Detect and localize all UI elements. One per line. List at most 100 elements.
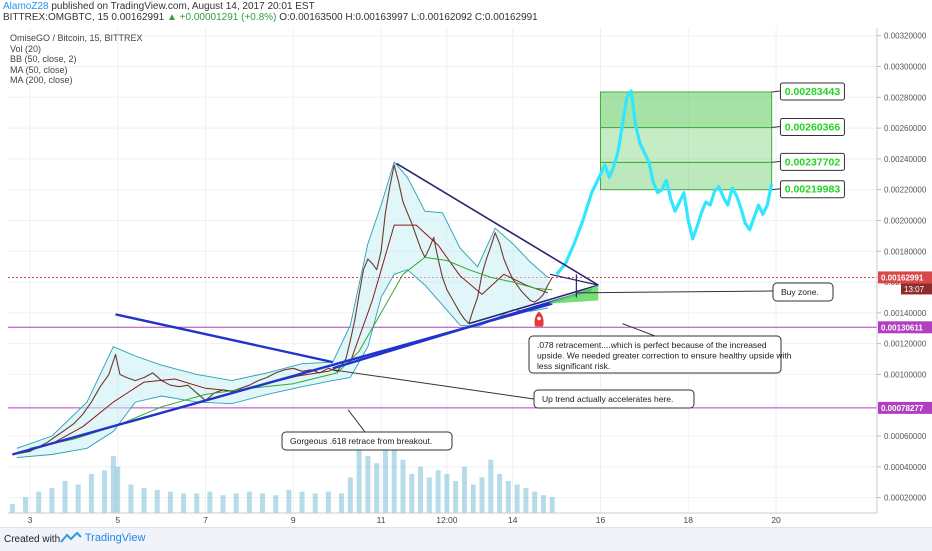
volume-bar xyxy=(444,473,450,513)
volume-bar xyxy=(356,445,362,513)
volume-bar xyxy=(532,491,538,513)
level-tag-label-support: 0.00078277 xyxy=(881,404,924,413)
price-axis-panel xyxy=(877,28,932,513)
annotation-text: Gorgeous .618 retrace from breakout. xyxy=(290,436,432,446)
volume-bar xyxy=(549,497,555,513)
volume-bar xyxy=(391,434,397,513)
volume-bar xyxy=(233,493,239,513)
volume-bar xyxy=(470,484,476,513)
annotation-leader xyxy=(622,323,656,337)
target-leader xyxy=(771,90,781,93)
time-tick-label: 7 xyxy=(203,515,208,525)
target-zones: 0.00283443 0.00260366 0.00237702 0.00219983 xyxy=(600,82,845,199)
chart-header: AlamoZ28 published on TradingView.com, A… xyxy=(0,0,932,24)
price-tick-label: 0.00200000 xyxy=(884,216,927,225)
price-tick-label: 0.00060000 xyxy=(884,432,927,441)
volume-bar xyxy=(207,491,213,513)
legend-indicator-volume[interactable]: Vol (20) xyxy=(10,43,42,54)
author-name[interactable]: AlamoZ28 xyxy=(3,1,49,12)
trendline-descending-resistance-1 xyxy=(115,313,334,364)
price-tick-label: 0.00300000 xyxy=(884,62,927,71)
annotation-text: .078 retracement....which is perfect bec… xyxy=(537,340,792,371)
price-tick-label: 0.00120000 xyxy=(884,340,927,349)
price-tick-label: 0.00220000 xyxy=(884,186,927,195)
volume-bar xyxy=(418,466,424,513)
legend-indicator-ma200[interactable]: MA (200, close) xyxy=(10,75,73,85)
level-countdown-tag xyxy=(901,283,932,295)
last-price: 0.00162991 xyxy=(111,12,165,23)
target-leader xyxy=(771,188,781,191)
volume-bar xyxy=(488,459,494,513)
level-tag-current xyxy=(878,271,932,284)
volume-bar xyxy=(514,484,520,513)
price-tick-label: 0.00180000 xyxy=(884,247,927,256)
annotations: Buy zone. .078 retracement....which is pe… xyxy=(281,282,834,451)
annotation-box xyxy=(533,389,695,409)
volume-bar xyxy=(409,473,415,513)
price-tick-label: 0.00040000 xyxy=(884,463,927,472)
volume-bar xyxy=(23,497,29,513)
time-tick-label: 9 xyxy=(291,515,296,525)
volume-bar xyxy=(299,491,305,513)
volume-bar xyxy=(347,477,353,513)
volume-bar xyxy=(400,459,406,513)
price-tick-label: 0.00140000 xyxy=(884,309,927,318)
tradingview-brand[interactable]: TradingView xyxy=(60,532,145,544)
ohlc-values: O:0.00163500 H:0.00163997 L:0.00162092 C… xyxy=(279,12,538,23)
volume-bar xyxy=(115,466,121,513)
legend-indicator-ma50[interactable]: MA (50, close) xyxy=(10,64,68,75)
time-tick-label: 18 xyxy=(684,515,694,525)
volume-bar xyxy=(382,438,388,513)
axes: 0.00320000 0.00300000 0.00280000 0.00260000… xyxy=(8,28,932,525)
annotation-leader xyxy=(332,369,535,400)
price-line xyxy=(12,164,553,456)
annotation-box xyxy=(281,431,453,451)
volume-bar xyxy=(339,493,345,513)
volume-bar xyxy=(260,493,266,513)
target-label: 0.00260366 xyxy=(785,122,841,134)
target-label-box xyxy=(779,118,845,137)
rocket-window xyxy=(537,316,541,321)
bollinger-lower xyxy=(16,269,548,459)
legend-title[interactable]: OmiseGO / Bitcoin, 15, BITTREX xyxy=(10,33,143,43)
level-tag-label-current: 0.00162991 xyxy=(881,273,924,282)
volume-bar xyxy=(49,488,55,513)
level-tag-support xyxy=(878,401,932,414)
target-label-box xyxy=(779,180,845,199)
time-tick-label: 14 xyxy=(508,515,518,525)
volume-bar xyxy=(9,504,15,513)
tradingview-brand-label: TradingView xyxy=(84,532,146,544)
price-tick-label: 0.00280000 xyxy=(884,93,927,102)
volume-bar xyxy=(426,477,432,513)
volume-bar xyxy=(286,489,292,513)
bollinger-fill xyxy=(16,162,548,458)
target-leader xyxy=(771,126,781,129)
volume-bar xyxy=(497,473,503,513)
trendline-lower-wedge xyxy=(332,288,593,370)
annotation-leader xyxy=(347,409,366,433)
volume-bar xyxy=(312,493,318,513)
created-with-text: Created with xyxy=(4,534,61,545)
volume-bar xyxy=(453,481,459,513)
volume-bar xyxy=(505,481,511,513)
price-change: ▲ +0.00001291 (+0.8%) xyxy=(166,12,277,23)
volume-bar xyxy=(461,466,467,513)
price-chart[interactable]: 0.00283443 0.00260366 0.00237702 0.00219983… xyxy=(0,0,932,527)
volume-bar xyxy=(128,484,134,513)
published-text: published on TradingView.com, August 14,… xyxy=(51,1,315,12)
level-countdown-label: 13:07 xyxy=(904,285,925,294)
level-tag-resistance xyxy=(878,321,932,334)
volume-bar xyxy=(154,489,160,513)
level-tag-label-resistance: 0.00130611 xyxy=(881,323,923,332)
chart-legend: OmiseGO / Bitcoin, 15, BITTREX Vol (20) … xyxy=(10,33,143,86)
horizontal-levels xyxy=(8,276,877,409)
volume-bar xyxy=(365,456,371,513)
time-tick-label: 16 xyxy=(596,515,606,525)
target-label: 0.00283443 xyxy=(785,86,841,98)
time-tick-label: 20 xyxy=(771,515,781,525)
legend-indicator-bollinger[interactable]: BB (50, close, 2) xyxy=(10,54,77,64)
price-tick-label: 0.00020000 xyxy=(884,494,927,503)
target-leader xyxy=(771,160,781,163)
tradingview-logo-icon xyxy=(60,532,82,543)
annotation-leader xyxy=(576,290,774,294)
